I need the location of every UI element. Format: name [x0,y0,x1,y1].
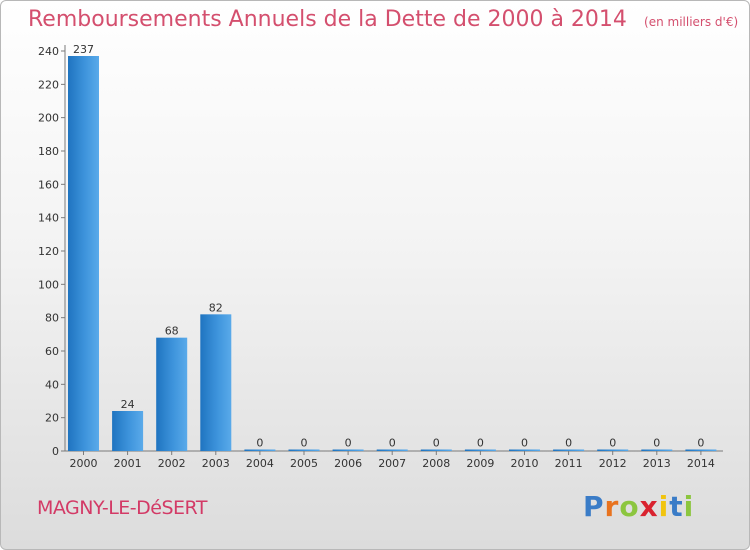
y-tick-label: 0 [52,445,59,458]
x-tick-label: 2001 [114,457,142,470]
bar-2000 [68,56,99,451]
y-tick-label: 240 [38,45,59,58]
bar-2014 [685,449,717,451]
data-label-2001: 24 [121,398,135,411]
y-tick-label: 100 [38,278,59,291]
logo-letter: i [658,490,670,523]
data-label-2014: 0 [697,437,704,450]
bar-2012 [597,449,629,451]
logo-letter: i [683,490,695,523]
bar-2011 [553,449,585,451]
chart-title: Remboursements Annuels de la Dette de 20… [28,7,627,32]
bar-2008 [420,449,452,451]
y-tick-label: 200 [38,112,59,125]
x-tick-label: 2009 [466,457,494,470]
x-tick-label: 2008 [422,457,450,470]
y-tick-label: 180 [38,145,59,158]
bar-2010 [509,449,540,451]
data-label-2011: 0 [565,437,572,450]
y-tick-label: 40 [45,378,59,391]
logo-letter: t [669,490,684,523]
bar-2001 [112,411,144,451]
bar-2004 [244,449,276,451]
x-tick-label: 2004 [246,457,274,470]
logo-letter: P [583,490,605,523]
y-tick-label: 140 [38,212,59,225]
title-row: Remboursements Annuels de la Dette de 20… [28,7,738,32]
data-label-2007: 0 [389,437,396,450]
logo-letter: x [639,490,659,523]
data-label-2004: 0 [256,437,263,450]
x-tick-label: 2012 [599,457,627,470]
y-tick-label: 160 [38,178,59,191]
bar-2013 [641,449,673,451]
data-label-2002: 68 [165,325,179,338]
data-label-2006: 0 [345,437,352,450]
data-label-2013: 0 [653,437,660,450]
x-tick-label: 2013 [643,457,671,470]
x-tick-label: 2000 [70,457,98,470]
bar-2009 [464,449,496,451]
bar-2002 [156,337,188,451]
y-tick-label: 220 [38,78,59,91]
y-tick-label: 80 [45,312,59,325]
data-label-2010: 0 [521,437,528,450]
x-tick-label: 2011 [555,457,583,470]
bars [68,56,717,451]
bar-2003 [200,314,232,451]
x-tick-label: 2006 [334,457,362,470]
logo-letter: o [619,490,640,523]
y-tick-label: 60 [45,345,59,358]
x-tick-label: 2005 [290,457,318,470]
labels: 237 24 68 82 0 0 0 0 0 0 0 0 0 0 0 [73,43,704,450]
data-label-2012: 0 [609,437,616,450]
bar-2007 [376,449,408,451]
logo-letter: r [604,490,620,523]
data-label-2009: 0 [477,437,484,450]
bar-2005 [288,449,320,451]
y-tick-label: 120 [38,245,59,258]
x-tick-label: 2002 [158,457,186,470]
proxiti-logo: Proxiti [583,490,694,523]
data-label-2000: 237 [73,43,94,56]
x-tick-label: 2003 [202,457,230,470]
y-tick-label: 20 [45,412,59,425]
bar-2006 [332,449,364,451]
x-tick-label: 2010 [511,457,539,470]
data-label-2003: 82 [209,301,223,314]
data-label-2008: 0 [433,437,440,450]
commune-name: MAGNY-LE-DéSERT [37,497,207,519]
data-label-2005: 0 [301,437,308,450]
chart-subtitle: (en milliers d'€) [644,15,739,29]
x-tick-label: 2014 [687,457,715,470]
x-tick-label: 2007 [378,457,406,470]
